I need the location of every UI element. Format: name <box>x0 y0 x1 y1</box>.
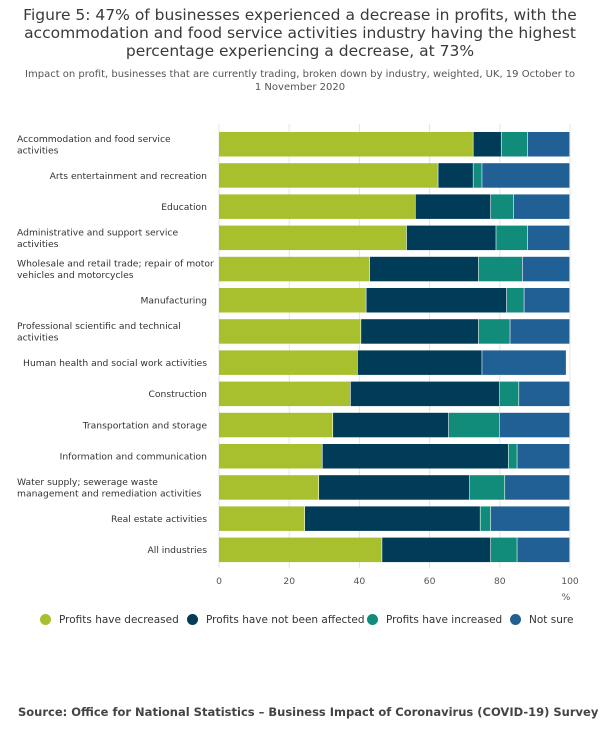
category-label-0-line-0: Accommodation and food service <box>17 134 171 145</box>
bar-4-0 <box>219 256 370 282</box>
category-label-3-line-1: activities <box>17 239 59 250</box>
bar-7-0 <box>219 350 358 375</box>
bar-5-1 <box>366 288 507 313</box>
bar-13-0 <box>219 537 382 563</box>
x-tick-label-2: 40 <box>354 576 366 587</box>
bar-7-3 <box>482 350 566 375</box>
bar-10-0 <box>219 444 322 469</box>
category-label-4-line-0: Wholesale and retail trade; repair of mo… <box>17 259 214 270</box>
chart-subtitle: Impact on profit, businesses that are cu… <box>25 69 575 93</box>
bar-11-1 <box>319 475 470 500</box>
category-label-2: Education <box>161 202 207 213</box>
category-label-6-line-1: activities <box>17 333 59 344</box>
bar-9-3 <box>499 412 570 438</box>
bar-2-0 <box>219 194 415 219</box>
bar-9-0 <box>219 412 333 438</box>
x-tick-label-0: 0 <box>216 576 222 587</box>
legend-swatch-not-affected <box>187 614 198 625</box>
category-label-7: Human health and social work activities <box>23 358 207 369</box>
category-label-11-line-1: management and remediation activities <box>17 489 202 500</box>
bar-8-2 <box>499 381 519 407</box>
bar-11-0 <box>219 475 319 500</box>
bar-0-3 <box>527 132 570 157</box>
bar-6-3 <box>510 319 570 344</box>
bar-10-1 <box>322 444 508 469</box>
bar-9-1 <box>333 412 449 438</box>
bar-3-2 <box>496 225 528 251</box>
category-label-10: Information and communication <box>60 452 208 463</box>
category-label-0-line-1: activities <box>17 145 59 156</box>
bar-11-3 <box>505 475 570 500</box>
category-label-13: All industries <box>148 545 208 556</box>
bar-3-3 <box>527 225 570 251</box>
bar-9-2 <box>448 412 500 438</box>
bar-3-1 <box>406 225 496 251</box>
bar-0-2 <box>501 132 528 157</box>
legend-label-not-affected: Profits have not been affected <box>206 614 365 626</box>
bar-0-1 <box>473 132 501 157</box>
bar-1-3 <box>482 163 570 188</box>
bar-4-3 <box>522 256 570 282</box>
bar-1-2 <box>473 163 482 188</box>
bar-5-0 <box>219 288 366 313</box>
bar-7-1 <box>357 350 482 375</box>
bar-11-2 <box>469 475 505 500</box>
bar-12-2 <box>480 506 491 531</box>
bar-10-3 <box>517 444 570 469</box>
legend-item-not-affected: Profits have not been affected <box>187 614 365 626</box>
bar-13-2 <box>491 537 517 563</box>
legend-swatch-decreased <box>40 614 51 625</box>
legend-item-not-sure: Not sure <box>510 614 573 626</box>
legend-swatch-not-sure <box>510 614 521 625</box>
source-note: Source: Office for National Statistics –… <box>18 705 599 719</box>
bar-3-0 <box>219 225 407 251</box>
bar-6-1 <box>361 319 479 344</box>
x-tick-label-5: 100 <box>561 576 579 587</box>
category-label-11-line-0: Water supply; sewerage waste <box>17 477 158 488</box>
category-label-9: Transportation and storage <box>82 420 208 431</box>
bar-8-0 <box>219 381 351 407</box>
bar-6-2 <box>478 319 510 344</box>
bar-5-3 <box>524 288 570 313</box>
x-axis-unit-label: % <box>562 592 571 603</box>
stacked-bar-chart: Accommodation and food serviceactivities… <box>17 124 579 603</box>
legend-item-decreased: Profits have decreased <box>40 614 179 626</box>
category-label-5: Manufacturing <box>140 296 207 307</box>
category-label-8: Construction <box>149 389 208 400</box>
category-label-4-line-1: vehicles and motorcycles <box>17 270 134 281</box>
bar-2-3 <box>513 194 570 219</box>
bar-1-0 <box>219 163 438 188</box>
bar-0-0 <box>219 132 473 157</box>
bar-1-1 <box>438 163 473 188</box>
bar-2-1 <box>415 194 491 219</box>
bar-6-0 <box>219 319 361 344</box>
bar-13-1 <box>382 537 491 563</box>
legend-item-increased: Profits have increased <box>367 614 502 626</box>
bar-12-3 <box>491 506 570 531</box>
bar-2-2 <box>491 194 514 219</box>
x-tick-label-1: 20 <box>283 576 295 587</box>
legend-label-increased: Profits have increased <box>386 614 503 626</box>
bar-13-3 <box>517 537 570 563</box>
bar-4-2 <box>478 256 523 282</box>
category-label-1: Arts entertainment and recreation <box>50 171 208 182</box>
bar-5-2 <box>506 288 524 313</box>
legend-label-decreased: Profits have decreased <box>59 614 179 626</box>
bar-8-3 <box>519 381 570 407</box>
legend-label-not-sure: Not sure <box>529 614 574 626</box>
x-tick-label-3: 60 <box>424 576 436 587</box>
legend-swatch-increased <box>367 614 378 625</box>
bar-10-2 <box>508 444 517 469</box>
bar-4-1 <box>369 256 479 282</box>
bar-12-1 <box>304 506 480 531</box>
category-label-6-line-0: Professional scientific and technical <box>17 321 181 332</box>
category-label-3-line-0: Administrative and support service <box>17 227 178 238</box>
category-label-12: Real estate activities <box>111 514 207 525</box>
bar-8-1 <box>350 381 500 407</box>
chart-title: Figure 5: 47% of businesses experienced … <box>23 6 577 60</box>
bar-12-0 <box>219 506 305 531</box>
x-tick-label-4: 80 <box>494 576 506 587</box>
